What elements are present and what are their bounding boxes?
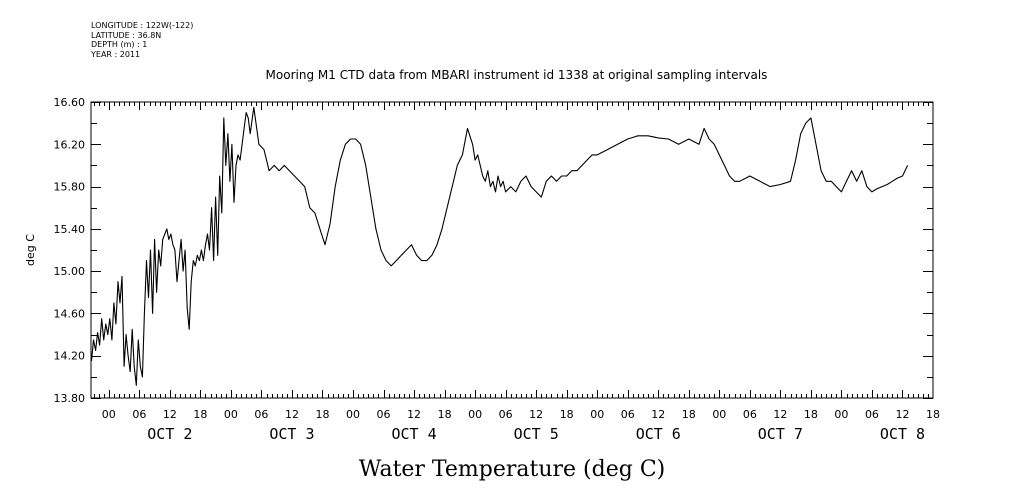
y-tick-label: 16.20 [54, 138, 86, 151]
x-tick-label: 18 [682, 408, 696, 421]
x-tick-label: 00 [102, 408, 116, 421]
x-tick-label: 12 [895, 408, 909, 421]
latitude-label: LATITUDE : 36.8N [91, 30, 162, 40]
x-day-label: OCT 5 [514, 425, 559, 443]
y-tick-label: 13.80 [54, 392, 86, 405]
x-day-label: OCT 7 [758, 425, 803, 443]
x-tick-label: 00 [834, 408, 848, 421]
temperature-series-line [90, 106, 909, 386]
y-axis-label: deg C [24, 234, 37, 266]
year-label: YEAR : 2011 [91, 49, 141, 59]
x-tick-label: 00 [346, 408, 360, 421]
x-tick-label: 18 [804, 408, 818, 421]
x-tick-label: 18 [193, 408, 207, 421]
y-tick-label: 14.20 [54, 350, 86, 363]
x-tick-label: 12 [407, 408, 421, 421]
x-axis-title: Water Temperature (deg C) [359, 457, 666, 482]
x-tick-label: 06 [254, 408, 268, 421]
x-tick-label: 06 [743, 408, 757, 421]
y-tick-label: 14.60 [54, 307, 86, 320]
x-tick-label: 12 [773, 408, 787, 421]
y-tick-label: 15.00 [54, 265, 86, 278]
metadata-block: LONGITUDE : 122W(-122) LATITUDE : 36.8N … [91, 21, 193, 59]
x-tick-label: 06 [499, 408, 513, 421]
depth-label: DEPTH (m) : 1 [91, 40, 148, 50]
x-day-label: OCT 3 [269, 425, 314, 443]
x-tick-label: 18 [315, 408, 329, 421]
x-tick-label: 18 [438, 408, 452, 421]
x-tick-label: 12 [163, 408, 177, 421]
x-tick-label: 06 [621, 408, 635, 421]
x-tick-label: 12 [285, 408, 299, 421]
x-tick-label: 12 [529, 408, 543, 421]
x-tick-label: 18 [926, 408, 940, 421]
x-tick-label: 06 [377, 408, 391, 421]
x-day-label: OCT 6 [636, 425, 681, 443]
y-tick-label: 15.80 [54, 181, 86, 194]
x-tick-label: 00 [712, 408, 726, 421]
y-tick-label: 15.40 [54, 223, 86, 236]
x-day-label: OCT 8 [880, 425, 925, 443]
x-tick-label: 00 [590, 408, 604, 421]
longitude-label: LONGITUDE : 122W(-122) [91, 21, 194, 30]
x-tick-label: 06 [865, 408, 879, 421]
x-tick-label: 00 [468, 408, 482, 421]
x-tick-label: 00 [224, 408, 238, 421]
x-day-label: OCT 2 [147, 425, 192, 443]
chart-title: Mooring M1 CTD data from MBARI instrumen… [265, 68, 768, 82]
x-tick-label: 12 [651, 408, 665, 421]
y-tick-label: 16.60 [54, 96, 86, 109]
x-tick-label: 18 [560, 408, 574, 421]
x-day-label: OCT 4 [391, 425, 436, 443]
x-tick-label: 06 [132, 408, 146, 421]
